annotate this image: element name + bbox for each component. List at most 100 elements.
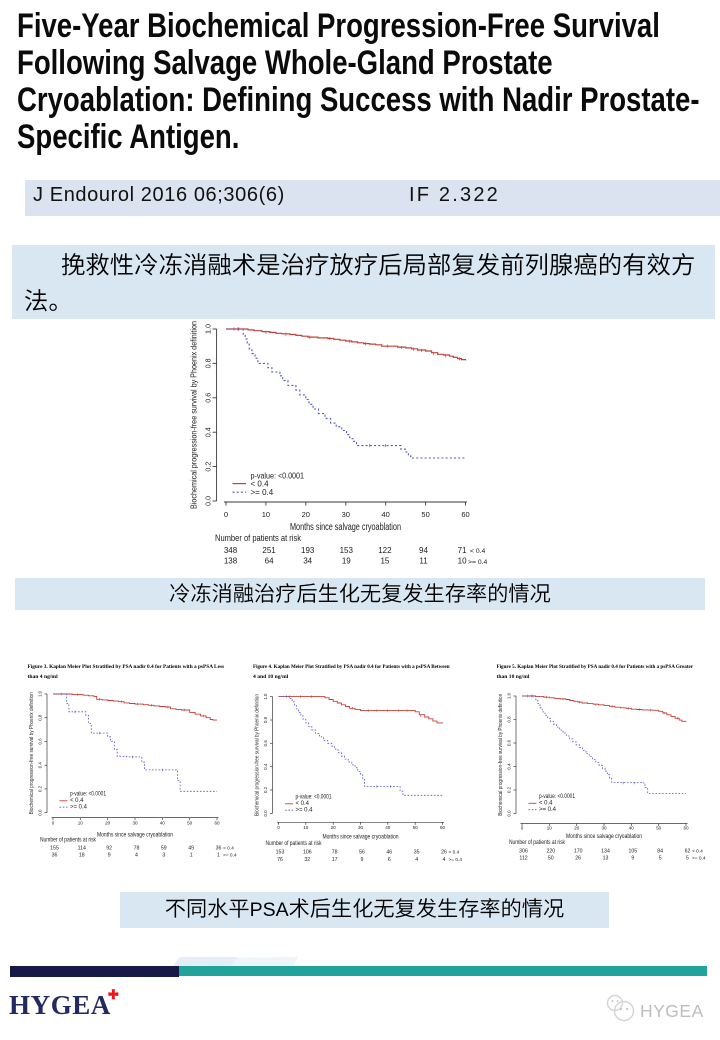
svg-text:92: 92 (106, 845, 112, 851)
svg-text:62: 62 (685, 848, 691, 854)
svg-text:64: 64 (265, 557, 274, 566)
svg-text:0.2: 0.2 (204, 462, 213, 472)
svg-text:p-value: <0.0001: p-value: <0.0001 (251, 472, 305, 481)
svg-text:1: 1 (190, 852, 193, 858)
svg-text:>= 0.4: >= 0.4 (468, 559, 487, 566)
svg-text:60: 60 (683, 826, 689, 831)
svg-text:49: 49 (188, 845, 194, 851)
svg-text:0.2: 0.2 (38, 785, 43, 792)
svg-text:0.8: 0.8 (507, 716, 512, 723)
svg-text:46: 46 (386, 849, 392, 855)
svg-text:4: 4 (443, 857, 446, 863)
svg-text:50: 50 (413, 825, 419, 830)
svg-text:193: 193 (301, 546, 315, 555)
svg-text:Number of patients at risk: Number of patients at risk (215, 533, 301, 543)
svg-text:155: 155 (50, 845, 59, 851)
svg-text:35: 35 (414, 849, 420, 855)
svg-text:1: 1 (217, 852, 220, 858)
svg-text:0.8: 0.8 (38, 714, 43, 721)
svg-text:84: 84 (657, 848, 663, 854)
svg-text:5: 5 (686, 856, 689, 862)
svg-text:134: 134 (601, 848, 610, 854)
svg-text:76: 76 (277, 857, 283, 863)
svg-text:0.0: 0.0 (507, 810, 512, 817)
svg-text:Biochemical progression-free s: Biochemical progression-free survival by… (498, 694, 504, 816)
svg-text:< 0.4: < 0.4 (449, 849, 460, 855)
svg-text:10: 10 (547, 826, 553, 831)
svg-text:< 0.4: < 0.4 (296, 801, 310, 807)
svg-text:1.0: 1.0 (263, 693, 268, 700)
svg-text:0.8: 0.8 (204, 358, 213, 368)
svg-text:122: 122 (378, 546, 392, 555)
svg-text:10: 10 (458, 557, 467, 566)
svg-text:30: 30 (358, 825, 364, 830)
svg-text:< 0.4: < 0.4 (470, 548, 486, 555)
svg-text:6: 6 (388, 857, 391, 863)
svg-text:Number of patients at risk: Number of patients at risk (509, 840, 566, 846)
svg-text:1.0: 1.0 (204, 324, 213, 334)
svg-text:< 0.4: < 0.4 (70, 798, 84, 804)
svg-text:26: 26 (575, 856, 581, 862)
svg-text:4: 4 (415, 857, 418, 863)
svg-text:0: 0 (277, 825, 280, 830)
svg-text:>= 0.4: >= 0.4 (251, 488, 274, 497)
svg-text:10: 10 (303, 825, 309, 830)
svg-text:3: 3 (162, 852, 165, 858)
svg-text:Months since salvage cryoablat: Months since salvage cryoablation (290, 522, 401, 533)
svg-text:p-value: <0.0001: p-value: <0.0001 (70, 792, 107, 798)
svg-text:26: 26 (441, 849, 447, 855)
svg-text:p-value: <0.0001: p-value: <0.0001 (539, 794, 576, 800)
svg-text:170: 170 (574, 848, 583, 854)
svg-text:Months since salvage cryoablat: Months since salvage cryoablation (566, 833, 642, 840)
svg-text:40: 40 (382, 510, 390, 519)
svg-text:0.4: 0.4 (204, 427, 213, 437)
svg-text:106: 106 (303, 849, 312, 855)
svg-text:than 10 ng/ml: than 10 ng/ml (497, 674, 530, 680)
svg-text:< 0.4: < 0.4 (692, 848, 703, 854)
svg-text:0.0: 0.0 (263, 810, 268, 817)
svg-text:18: 18 (79, 852, 85, 858)
svg-text:>= 0.4: >= 0.4 (70, 805, 88, 811)
svg-text:71: 71 (458, 546, 467, 555)
svg-text:60: 60 (214, 821, 220, 826)
svg-text:15: 15 (380, 557, 389, 566)
svg-text:4: 4 (135, 852, 138, 858)
svg-text:153: 153 (340, 546, 354, 555)
svg-text:0: 0 (52, 821, 55, 826)
svg-text:36: 36 (216, 845, 222, 851)
svg-text:30: 30 (342, 510, 350, 519)
svg-text:Biochemical progression-free s: Biochemical progression-free survival by… (190, 321, 199, 509)
svg-text:0.6: 0.6 (263, 740, 268, 747)
svg-text:Biochemical progression-free s: Biochemical progression-free survival by… (255, 694, 261, 816)
svg-text:78: 78 (134, 845, 140, 851)
svg-text:0.6: 0.6 (204, 393, 213, 403)
svg-text:< 0.4: < 0.4 (223, 845, 234, 851)
svg-text:Months since salvage cryoablat: Months since salvage cryoablation (323, 833, 399, 840)
svg-text:11: 11 (419, 557, 428, 566)
svg-text:Figure 3. Kaplan Meier Plot St: Figure 3. Kaplan Meier Plot Stratified b… (28, 664, 225, 670)
svg-text:153: 153 (276, 849, 285, 855)
svg-text:>= 0.4: >= 0.4 (449, 857, 463, 863)
svg-text:94: 94 (419, 546, 428, 555)
svg-text:59: 59 (161, 845, 167, 851)
svg-text:20: 20 (574, 826, 580, 831)
svg-text:Number of patients at risk: Number of patients at risk (266, 841, 323, 847)
svg-text:20: 20 (105, 821, 111, 826)
svg-text:60: 60 (440, 825, 446, 830)
svg-text:112: 112 (519, 856, 527, 862)
svg-text:34: 34 (303, 557, 312, 566)
svg-text:9: 9 (631, 856, 634, 862)
svg-text:0.6: 0.6 (38, 738, 43, 745)
svg-text:< 0.4: < 0.4 (251, 480, 270, 489)
svg-text:50: 50 (421, 510, 429, 519)
svg-text:0.0: 0.0 (38, 809, 43, 816)
svg-text:56: 56 (359, 849, 365, 855)
svg-text:36: 36 (52, 852, 58, 858)
svg-text:9: 9 (108, 852, 111, 858)
svg-text:50: 50 (656, 826, 662, 831)
svg-text:306: 306 (519, 848, 528, 854)
svg-text:0: 0 (224, 510, 228, 519)
svg-text:>= 0.4: >= 0.4 (539, 807, 557, 813)
svg-text:than 4 ng/ml: than 4 ng/ml (28, 674, 59, 680)
svg-text:Figure 4. Kaplan Meier Plot St: Figure 4. Kaplan Meier Plot Stratified b… (253, 664, 450, 670)
